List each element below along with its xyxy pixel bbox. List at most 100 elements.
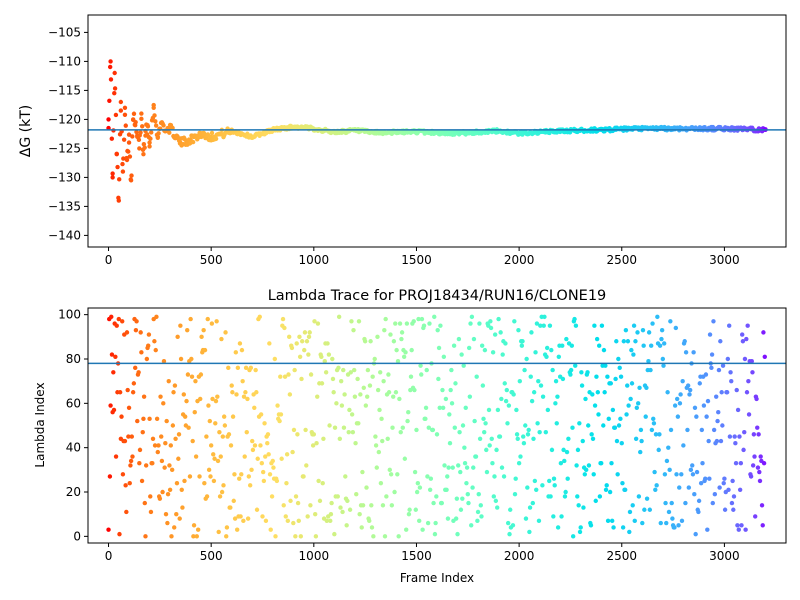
lambda-point bbox=[206, 403, 211, 408]
lambda-point bbox=[436, 345, 442, 351]
lambda-point bbox=[417, 485, 423, 490]
lambda-point bbox=[130, 390, 136, 395]
lambda-point bbox=[345, 498, 350, 504]
x-tick-label: 1500 bbox=[401, 253, 432, 267]
lambda-point bbox=[197, 474, 202, 479]
lambda-point bbox=[418, 363, 423, 368]
lambda-point bbox=[360, 469, 365, 475]
lambda-point bbox=[653, 432, 659, 437]
lambda-point bbox=[585, 370, 590, 375]
lambda-point bbox=[626, 403, 631, 408]
lambda-point bbox=[483, 421, 488, 426]
lambda-point bbox=[449, 401, 455, 406]
free-energy-point bbox=[115, 164, 120, 170]
lambda-point bbox=[538, 383, 544, 388]
lambda-point bbox=[462, 445, 467, 450]
lambda-point bbox=[680, 378, 685, 384]
lambda-point bbox=[295, 500, 301, 506]
free-energy-y-ticks: −140 −135 −130 −125 −120 −115 −110 −105 bbox=[48, 25, 88, 242]
lambda-point bbox=[627, 529, 632, 535]
lambda-point bbox=[375, 387, 381, 393]
lambda-point bbox=[128, 463, 133, 468]
lambda-point bbox=[762, 354, 767, 359]
y-tick-label: −140 bbox=[48, 228, 81, 242]
lambda-point bbox=[674, 472, 679, 477]
lambda-point bbox=[277, 418, 282, 424]
lambda-point bbox=[141, 416, 146, 422]
lambda-point bbox=[729, 378, 734, 384]
lambda-point bbox=[520, 339, 525, 344]
lambda-point bbox=[594, 336, 600, 342]
lambda-point bbox=[564, 336, 569, 342]
lambda-point bbox=[720, 423, 725, 428]
free-energy-point bbox=[118, 108, 124, 113]
lambda-point bbox=[525, 485, 530, 490]
lambda-point bbox=[511, 392, 516, 397]
lambda-point bbox=[230, 414, 236, 419]
lambda-point bbox=[241, 394, 247, 399]
lambda-point bbox=[338, 378, 344, 384]
lambda-point bbox=[254, 507, 260, 512]
lambda-point bbox=[593, 498, 598, 504]
x-tick-label: 2500 bbox=[606, 549, 637, 563]
lambda-point bbox=[259, 460, 265, 466]
lambda-point bbox=[679, 518, 685, 524]
lambda-point bbox=[495, 505, 500, 510]
lambda-point bbox=[661, 363, 666, 368]
lambda-point bbox=[611, 525, 616, 530]
lambda-point bbox=[411, 319, 416, 324]
lambda-point bbox=[642, 507, 647, 512]
lambda-point bbox=[705, 398, 711, 404]
lambda-point bbox=[426, 425, 431, 430]
lambda-point bbox=[524, 356, 529, 362]
lambda-point bbox=[130, 454, 135, 459]
lambda-point bbox=[427, 487, 433, 492]
lambda-point bbox=[294, 341, 299, 346]
lambda-point bbox=[470, 485, 475, 490]
lambda-point bbox=[603, 487, 609, 492]
lambda-point bbox=[717, 485, 722, 490]
y-tick-label: −115 bbox=[48, 83, 81, 97]
free-energy-point bbox=[208, 134, 213, 140]
lambda-point bbox=[131, 381, 137, 386]
lambda-point bbox=[406, 511, 412, 517]
lambda-point bbox=[502, 381, 507, 386]
lambda-point bbox=[525, 432, 531, 437]
lambda-point bbox=[351, 367, 357, 373]
lambda-point bbox=[573, 363, 578, 368]
lambda-point bbox=[295, 432, 300, 437]
lambda-point bbox=[201, 327, 206, 333]
lambda-point bbox=[514, 407, 519, 413]
x-tick-label: 1000 bbox=[299, 253, 330, 267]
lambda-point bbox=[414, 489, 420, 495]
lambda-point bbox=[528, 374, 533, 379]
lambda-point bbox=[202, 480, 207, 486]
lambda-point bbox=[161, 401, 166, 406]
lambda-point bbox=[438, 323, 443, 328]
lambda-point bbox=[428, 476, 434, 481]
lambda-point bbox=[286, 334, 292, 340]
lambda-point bbox=[742, 429, 747, 435]
free-energy-point bbox=[153, 119, 158, 124]
lambda-point bbox=[562, 458, 567, 464]
lambda-point bbox=[513, 476, 518, 481]
lambda-point bbox=[355, 376, 360, 382]
lambda-title: Lambda Trace for PROJ18434/RUN16/CLONE19 bbox=[268, 288, 607, 304]
lambda-point bbox=[715, 418, 720, 424]
lambda-point bbox=[547, 478, 552, 484]
lambda-point bbox=[616, 423, 622, 428]
lambda-point bbox=[625, 383, 630, 388]
lambda-point bbox=[458, 469, 463, 475]
lambda-point bbox=[308, 372, 314, 377]
lambda-point bbox=[601, 347, 607, 353]
lambda-point bbox=[493, 498, 499, 504]
lambda-point bbox=[415, 480, 421, 486]
lambda-point bbox=[703, 476, 708, 481]
lambda-point bbox=[435, 327, 440, 333]
lambda-point bbox=[534, 487, 539, 492]
lambda-point bbox=[643, 414, 648, 419]
lambda-point bbox=[479, 514, 484, 519]
lambda-point bbox=[495, 407, 501, 413]
lambda-point bbox=[733, 460, 739, 466]
lambda-point bbox=[728, 370, 733, 375]
